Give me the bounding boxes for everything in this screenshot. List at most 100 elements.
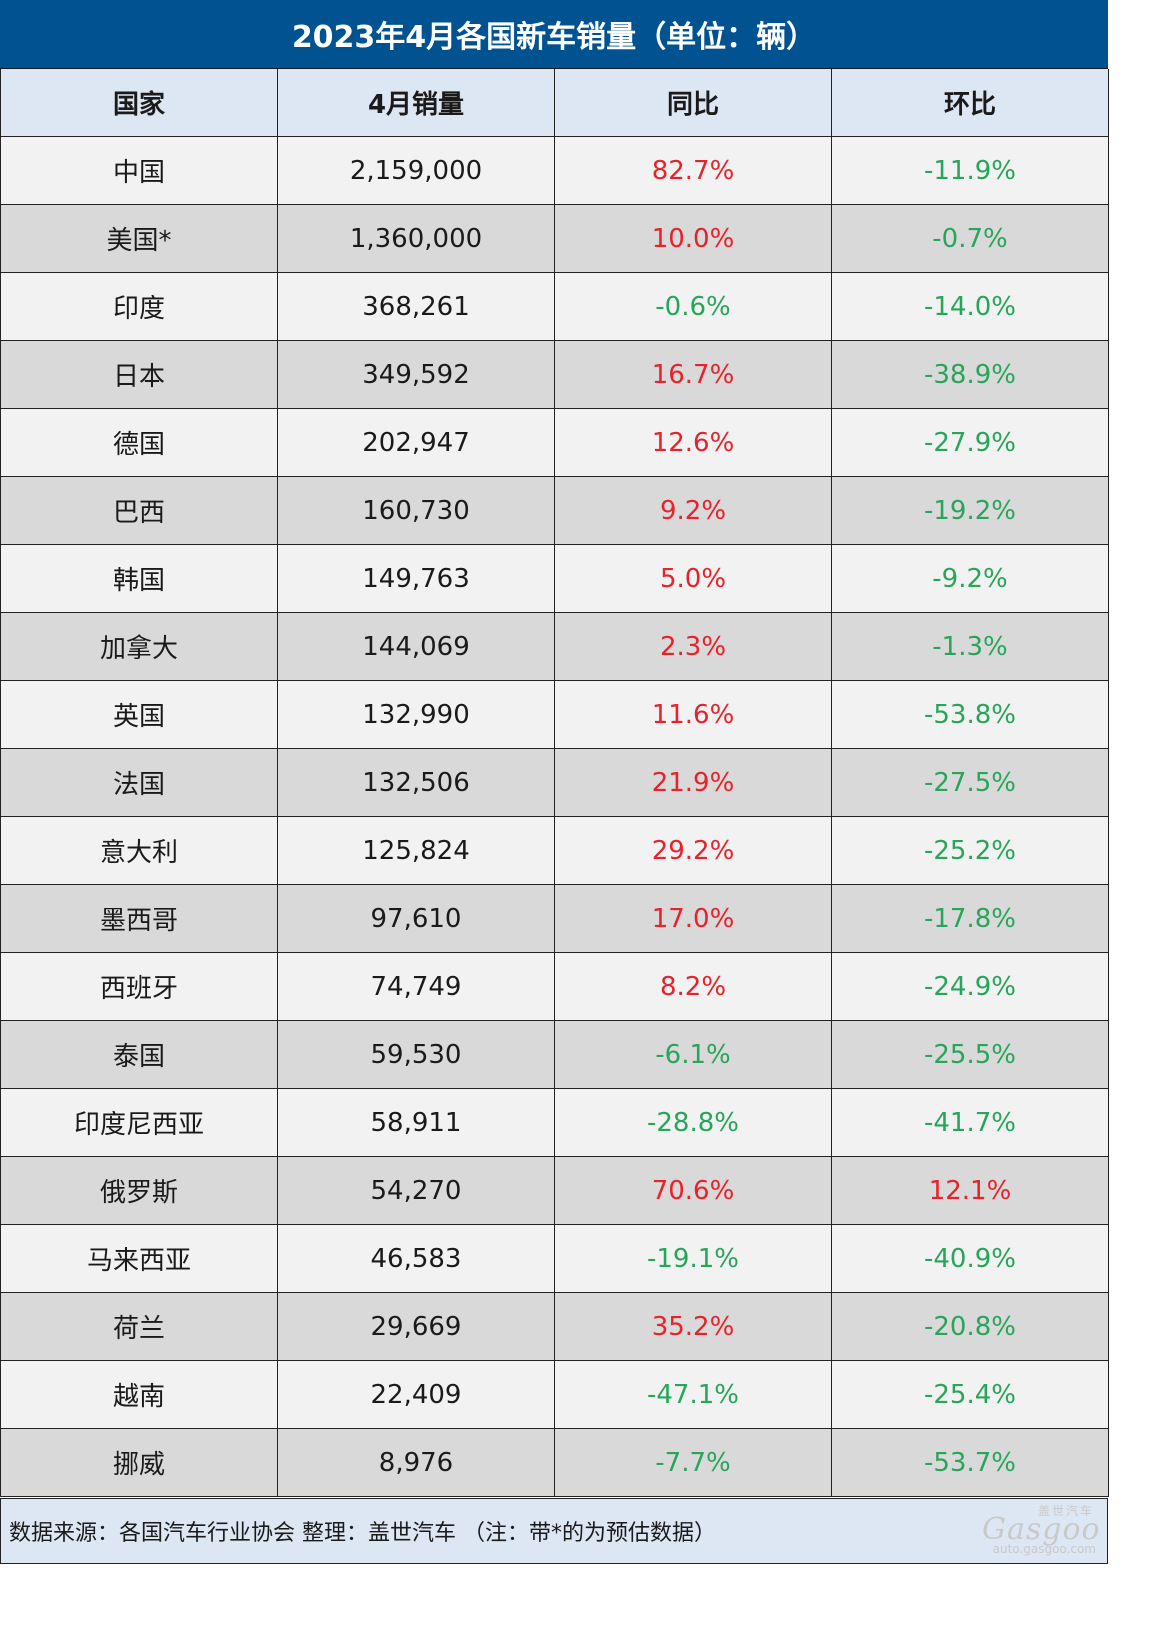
cell-sales: 132,990 [278, 681, 555, 749]
cell-sales: 1,360,000 [278, 205, 555, 273]
table-row: 韩国 149,763 5.0% -9.2% [0, 545, 1109, 613]
cell-country: 挪威 [1, 1429, 278, 1497]
cell-yoy: 17.0% [555, 885, 832, 953]
table-row: 英国 132,990 11.6% -53.8% [0, 681, 1109, 749]
cell-mom: -53.7% [832, 1429, 1109, 1497]
table-title: 2023年4月各国新车销量（单位：辆） [0, 0, 1108, 69]
cell-mom: -25.5% [832, 1021, 1109, 1089]
cell-yoy: 10.0% [555, 205, 832, 273]
table-row: 西班牙 74,749 8.2% -24.9% [0, 953, 1109, 1021]
cell-country: 墨西哥 [1, 885, 278, 953]
table-row: 荷兰 29,669 35.2% -20.8% [0, 1293, 1109, 1361]
cell-yoy: 70.6% [555, 1157, 832, 1225]
cell-sales: 97,610 [278, 885, 555, 953]
cell-sales: 132,506 [278, 749, 555, 817]
table-row: 泰国 59,530 -6.1% -25.5% [0, 1021, 1109, 1089]
cell-mom: -25.2% [832, 817, 1109, 885]
cell-country: 西班牙 [1, 953, 278, 1021]
cell-mom: -0.7% [832, 205, 1109, 273]
cell-sales: 54,270 [278, 1157, 555, 1225]
cell-mom: -27.5% [832, 749, 1109, 817]
cell-yoy: -28.8% [555, 1089, 832, 1157]
table-row: 意大利 125,824 29.2% -25.2% [0, 817, 1109, 885]
cell-country: 马来西亚 [1, 1225, 278, 1293]
table-row: 马来西亚 46,583 -19.1% -40.9% [0, 1225, 1109, 1293]
table-row: 中国 2,159,000 82.7% -11.9% [0, 137, 1109, 205]
table-row: 俄罗斯 54,270 70.6% 12.1% [0, 1157, 1109, 1225]
cell-sales: 125,824 [278, 817, 555, 885]
cell-mom: -14.0% [832, 273, 1109, 341]
cell-yoy: -0.6% [555, 273, 832, 341]
cell-yoy: 82.7% [555, 137, 832, 205]
table-header-row: 国家 4月销量 同比 环比 [0, 69, 1109, 137]
cell-mom: -38.9% [832, 341, 1109, 409]
cell-country: 越南 [1, 1361, 278, 1429]
cell-sales: 368,261 [278, 273, 555, 341]
table-row: 越南 22,409 -47.1% -25.4% [0, 1361, 1109, 1429]
cell-sales: 22,409 [278, 1361, 555, 1429]
cell-sales: 160,730 [278, 477, 555, 545]
cell-mom: -1.3% [832, 613, 1109, 681]
cell-mom: -17.8% [832, 885, 1109, 953]
cell-sales: 8,976 [278, 1429, 555, 1497]
header-mom: 环比 [832, 69, 1109, 137]
cell-yoy: 29.2% [555, 817, 832, 885]
cell-mom: -11.9% [832, 137, 1109, 205]
table-row: 印度尼西亚 58,911 -28.8% -41.7% [0, 1089, 1109, 1157]
cell-sales: 29,669 [278, 1293, 555, 1361]
cell-mom: -41.7% [832, 1089, 1109, 1157]
table-body: 中国 2,159,000 82.7% -11.9% 美国* 1,360,000 10.0% -… [0, 137, 1109, 1497]
cell-mom: -20.8% [832, 1293, 1109, 1361]
cell-yoy: -6.1% [555, 1021, 832, 1089]
cell-country: 法国 [1, 749, 278, 817]
cell-country: 俄罗斯 [1, 1157, 278, 1225]
table-row: 美国* 1,360,000 10.0% -0.7% [0, 205, 1109, 273]
cell-mom: -9.2% [832, 545, 1109, 613]
cell-sales: 202,947 [278, 409, 555, 477]
cell-yoy: 9.2% [555, 477, 832, 545]
cell-mom: -24.9% [832, 953, 1109, 1021]
table-row: 日本 349,592 16.7% -38.9% [0, 341, 1109, 409]
cell-country: 加拿大 [1, 613, 278, 681]
cell-country: 泰国 [1, 1021, 278, 1089]
cell-mom: -19.2% [832, 477, 1109, 545]
cell-yoy: -19.1% [555, 1225, 832, 1293]
table-row: 印度 368,261 -0.6% -14.0% [0, 273, 1109, 341]
table-row: 挪威 8,976 -7.7% -53.7% [0, 1429, 1109, 1497]
cell-sales: 149,763 [278, 545, 555, 613]
table-row: 加拿大 144,069 2.3% -1.3% [0, 613, 1109, 681]
cell-country: 美国* [1, 205, 278, 273]
cell-sales: 144,069 [278, 613, 555, 681]
cell-country: 荷兰 [1, 1293, 278, 1361]
cell-yoy: 12.6% [555, 409, 832, 477]
cell-country: 中国 [1, 137, 278, 205]
cell-yoy: -7.7% [555, 1429, 832, 1497]
cell-country: 意大利 [1, 817, 278, 885]
cell-country: 巴西 [1, 477, 278, 545]
cell-country: 英国 [1, 681, 278, 749]
sales-table: 2023年4月各国新车销量（单位：辆） 国家 4月销量 同比 环比 中国 2,15… [0, 0, 1109, 1497]
cell-mom: 12.1% [832, 1157, 1109, 1225]
table-row: 德国 202,947 12.6% -27.9% [0, 409, 1109, 477]
cell-country: 印度尼西亚 [1, 1089, 278, 1157]
cell-mom: -27.9% [832, 409, 1109, 477]
cell-yoy: 21.9% [555, 749, 832, 817]
cell-country: 德国 [1, 409, 278, 477]
cell-yoy: 2.3% [555, 613, 832, 681]
cell-mom: -25.4% [832, 1361, 1109, 1429]
table-row: 巴西 160,730 9.2% -19.2% [0, 477, 1109, 545]
cell-yoy: 35.2% [555, 1293, 832, 1361]
header-country: 国家 [1, 69, 278, 137]
cell-sales: 58,911 [278, 1089, 555, 1157]
cell-mom: -53.8% [832, 681, 1109, 749]
cell-country: 韩国 [1, 545, 278, 613]
cell-sales: 59,530 [278, 1021, 555, 1089]
cell-country: 日本 [1, 341, 278, 409]
cell-sales: 2,159,000 [278, 137, 555, 205]
header-yoy: 同比 [555, 69, 832, 137]
cell-yoy: 8.2% [555, 953, 832, 1021]
cell-sales: 46,583 [278, 1225, 555, 1293]
table-row: 墨西哥 97,610 17.0% -17.8% [0, 885, 1109, 953]
cell-yoy: 11.6% [555, 681, 832, 749]
cell-mom: -40.9% [832, 1225, 1109, 1293]
